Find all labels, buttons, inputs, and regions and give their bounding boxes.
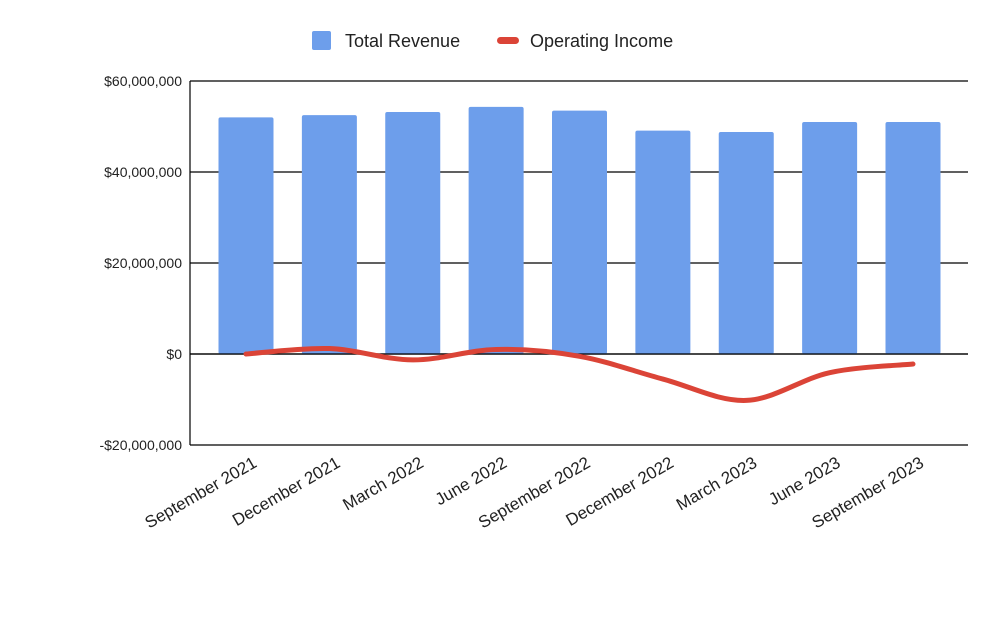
bar-december-2021	[301, 115, 357, 354]
operating-income-line	[243, 345, 916, 403]
bar-june-2023	[802, 121, 858, 354]
x-tick-label: March 2023	[673, 453, 760, 514]
bar-series-total-revenue	[218, 106, 941, 355]
x-tick-label: June 2022	[432, 453, 510, 509]
y-tick-label: $40,000,000	[104, 164, 182, 180]
bar-december-2022	[635, 130, 691, 354]
bar-september-2022	[552, 110, 607, 354]
bar-march-2023	[718, 131, 774, 354]
y-tick-label: $60,000,000	[104, 73, 182, 89]
bar-september-2021	[218, 117, 274, 355]
bar-march-2022	[385, 111, 441, 354]
bar-june-2022	[468, 106, 524, 354]
x-tick-label: March 2022	[339, 453, 426, 514]
y-tick-label: -$20,000,000	[99, 437, 182, 453]
legend-swatch-operating-income	[497, 37, 519, 44]
legend-label-total-revenue: Total Revenue	[345, 31, 460, 51]
legend-swatch-total-revenue	[312, 31, 331, 50]
legend: Total Revenue Operating Income	[312, 31, 673, 51]
x-tick-label: June 2023	[765, 453, 843, 509]
y-axis-tick-labels: $60,000,000 $40,000,000 $20,000,000 $0 -$20,…	[99, 73, 182, 453]
bar-september-2023	[885, 121, 941, 354]
y-tick-label: $20,000,000	[104, 255, 182, 271]
y-tick-label: $0	[166, 346, 182, 362]
legend-label-operating-income: Operating Income	[530, 31, 673, 51]
line-series-operating-income	[243, 345, 916, 403]
